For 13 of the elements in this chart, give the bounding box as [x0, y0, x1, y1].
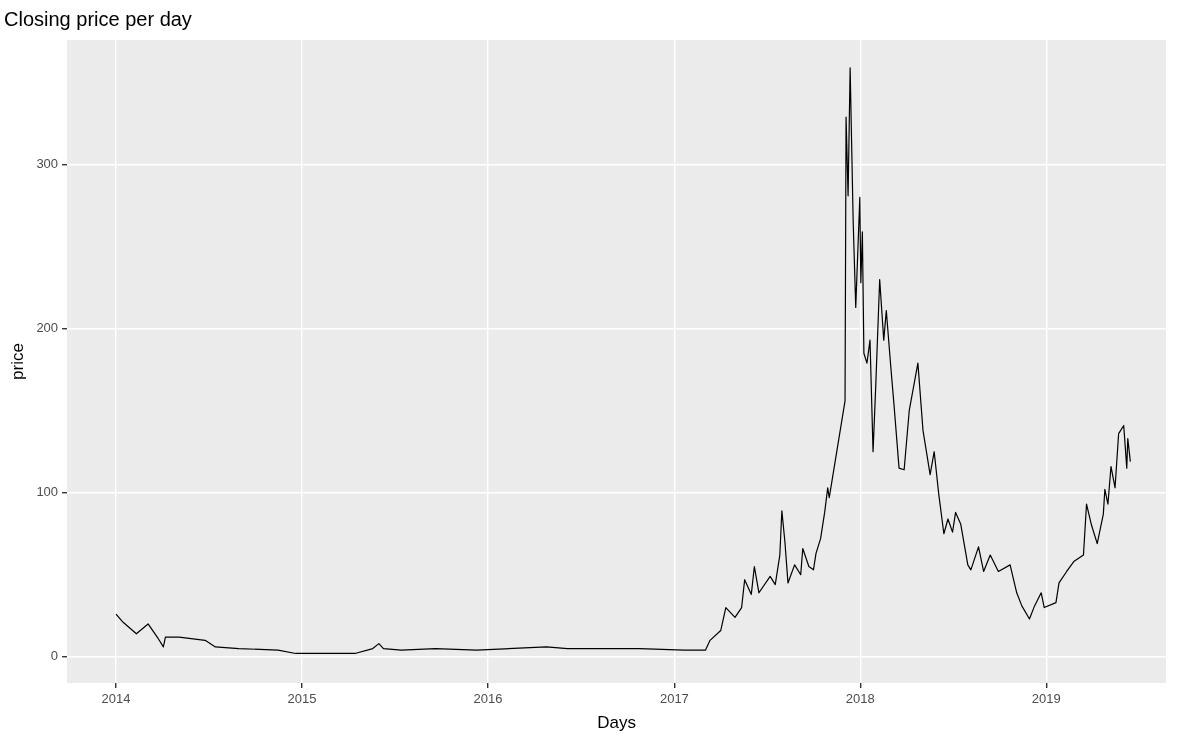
x-tick-label: 2015	[287, 691, 317, 707]
y-tick-label: 100	[36, 484, 59, 500]
x-axis-title: Days	[597, 713, 636, 733]
y-tick-label: 200	[36, 320, 59, 336]
chart-title: Closing price per day	[4, 7, 192, 30]
x-tick-label: 2018	[845, 691, 875, 707]
x-tick-label: 2019	[1031, 691, 1061, 707]
y-axis-title: price	[7, 343, 27, 380]
y-tick-label: 300	[36, 156, 59, 172]
y-tick-label: 0	[50, 648, 59, 664]
x-tick-label: 2016	[473, 691, 503, 707]
x-tick-label: 2014	[101, 691, 131, 707]
x-tick-label: 2017	[659, 691, 689, 707]
